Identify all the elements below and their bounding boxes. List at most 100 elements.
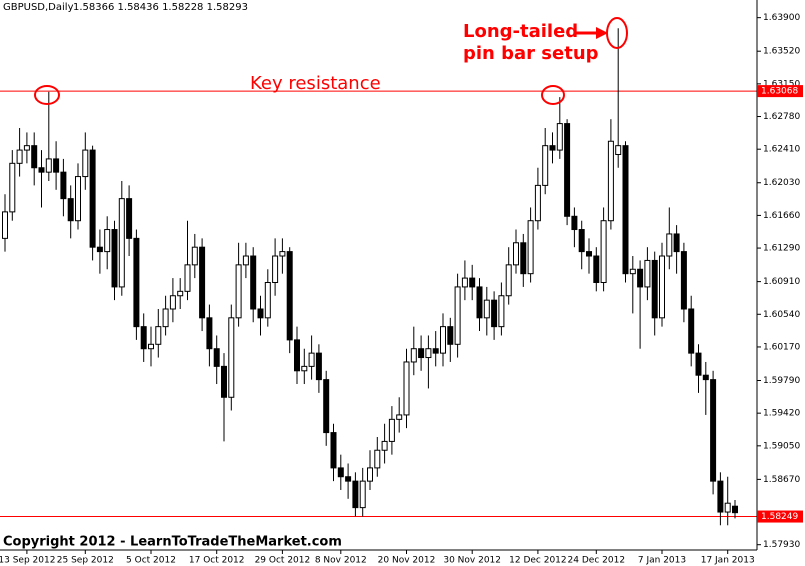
bull-body — [461, 277, 468, 288]
y-tick-label: 1.63520 — [763, 47, 800, 57]
y-tick-label: 1.62030 — [763, 178, 800, 188]
bull-body — [615, 145, 622, 155]
bear-body — [651, 259, 658, 319]
bull-body — [9, 162, 16, 213]
bull-body — [600, 220, 607, 284]
y-tick-label: 1.60540 — [763, 310, 800, 320]
level-tag — [757, 510, 803, 523]
bear-body — [337, 467, 344, 478]
x-tick-label: 24 Dec 2012 — [568, 556, 626, 566]
y-tick-label: 1.59420 — [763, 409, 800, 419]
y-tick-label: 1.59790 — [763, 376, 800, 386]
bear-body — [199, 246, 206, 319]
bull-body — [242, 255, 249, 266]
bull-body — [381, 440, 388, 451]
bear-body — [323, 379, 330, 434]
y-tick-label: 1.60910 — [763, 277, 800, 287]
x-tick-label: 20 Nov 2012 — [378, 556, 436, 566]
bull-body — [301, 365, 308, 372]
bear-body — [469, 277, 476, 288]
bear-body — [67, 198, 74, 222]
bear-body — [447, 326, 454, 345]
bear-body — [250, 255, 257, 310]
bear-body — [352, 480, 359, 509]
bear-body — [637, 268, 644, 288]
bear-body — [710, 379, 717, 482]
y-tick-label: 1.63900 — [763, 13, 800, 23]
x-tick-label: 8 Nov 2012 — [315, 556, 367, 566]
bear-body — [38, 167, 45, 173]
bull-body — [724, 502, 731, 513]
bear-body — [578, 229, 585, 253]
bull-body — [556, 123, 563, 151]
bull-body — [629, 268, 636, 275]
bull-body — [177, 290, 184, 297]
bull-body — [162, 308, 169, 328]
level-tag — [757, 85, 803, 98]
bear-body — [330, 432, 337, 469]
bear-body — [695, 352, 702, 376]
bull-body — [425, 348, 432, 359]
bull-body — [75, 176, 81, 222]
arrow-head — [596, 27, 608, 39]
annotation: Key resistance — [250, 73, 381, 94]
bull-body — [367, 467, 373, 482]
bull-body — [396, 414, 403, 420]
y-tick-label: 1.59050 — [763, 441, 800, 451]
bear-body — [673, 233, 680, 253]
y-tick-label: 1.60170 — [763, 342, 800, 352]
x-tick-label: 29 Oct 2012 — [255, 556, 311, 566]
bull-body — [513, 242, 519, 266]
bear-body — [133, 237, 140, 328]
level-tag-label: 1.58249 — [761, 512, 798, 522]
bear-body — [213, 348, 220, 367]
bear-body — [60, 171, 67, 200]
y-tick-label: 1.62780 — [763, 112, 800, 122]
bear-body — [257, 308, 264, 319]
bull-body — [403, 361, 410, 416]
bull-body — [23, 145, 30, 151]
bear-body — [688, 308, 695, 354]
bull-body — [359, 480, 366, 509]
bear-body — [571, 215, 578, 231]
bear-body — [432, 348, 439, 354]
bear-body — [702, 374, 709, 381]
x-tick-label: 7 Jan 2013 — [638, 556, 686, 566]
bull-body — [264, 282, 271, 319]
highlight-ellipse — [34, 85, 60, 105]
bull-body — [659, 255, 665, 319]
bear-body — [89, 149, 96, 248]
bear-body — [717, 480, 724, 513]
bear-body — [622, 145, 629, 275]
bear-body — [491, 299, 498, 328]
bull-body — [16, 149, 23, 164]
bear-body — [31, 145, 38, 169]
bear-body — [586, 251, 592, 257]
x-tick-label: 17 Jan 2013 — [701, 556, 755, 566]
y-tick-label: 1.57930 — [763, 540, 800, 550]
bear-body — [53, 158, 60, 173]
bear-body — [520, 242, 527, 275]
bull-body — [82, 149, 89, 178]
bull-body — [308, 352, 315, 367]
bull-body — [440, 326, 446, 354]
bull-body — [184, 264, 191, 292]
bull-body — [279, 251, 286, 257]
bear-body — [564, 123, 571, 217]
bull-body — [118, 198, 125, 288]
bull-body — [155, 326, 162, 345]
bear-body — [345, 476, 352, 482]
bear-body — [732, 505, 738, 514]
bull-body — [534, 184, 541, 222]
x-tick-label: 13 Sep 2012 — [0, 556, 55, 566]
y-tick-label: 1.61290 — [763, 244, 800, 254]
bear-body — [221, 365, 227, 398]
highlights — [34, 17, 628, 105]
bear-body — [680, 251, 687, 310]
bull-body — [483, 299, 490, 319]
bull-body — [505, 264, 512, 297]
level-tag-label: 1.63068 — [761, 87, 798, 97]
bull-body — [666, 233, 673, 257]
y-tick-label: 1.58670 — [763, 475, 800, 485]
